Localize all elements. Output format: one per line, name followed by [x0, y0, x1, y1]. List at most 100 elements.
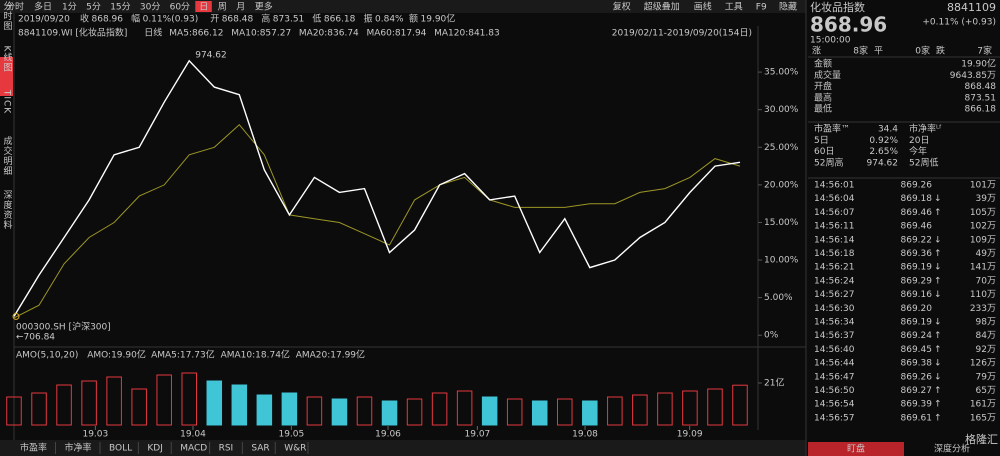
- indicator-tab[interactable]: RSI: [219, 444, 234, 454]
- volume-bar: [531, 400, 548, 426]
- stat-label: 开盘: [814, 80, 832, 92]
- info-label: 振: [364, 13, 373, 25]
- price: 868.96: [810, 13, 887, 37]
- volume-bar: [556, 398, 573, 426]
- indicator-tab[interactable]: W&R: [284, 444, 306, 454]
- bottom-bar-bg: [0, 440, 806, 456]
- metric-label: 5日: [814, 135, 829, 146]
- period-tab[interactable]: 月: [236, 2, 245, 13]
- period-tab[interactable]: 多日: [34, 1, 52, 13]
- indicator-tab[interactable]: 市净率: [65, 442, 92, 454]
- side-tab[interactable]: K线图: [2, 46, 13, 73]
- info-label: 幅: [131, 13, 140, 25]
- indicator-tab[interactable]: SAR: [251, 444, 269, 454]
- ma-legend: MA5:866.12: [169, 29, 223, 39]
- info-label: 高: [261, 13, 270, 25]
- volume-bar: [707, 388, 723, 426]
- series-line: [13, 59, 741, 317]
- period-tab[interactable]: 15分: [110, 2, 130, 13]
- period-tab[interactable]: 更多: [255, 1, 273, 13]
- stat-label: 最高: [814, 91, 832, 103]
- volume-bar: [732, 384, 748, 426]
- period-tab[interactable]: 5分: [86, 2, 101, 13]
- metric-label: 20日: [909, 135, 929, 146]
- period-tab[interactable]: 日: [199, 2, 208, 13]
- x-tick-label: 19.06: [375, 430, 401, 440]
- info-value: 0.11%(0.93): [143, 15, 199, 25]
- tool-button[interactable]: 超级叠加: [644, 1, 680, 13]
- tick-time: 14:56:57: [814, 413, 854, 423]
- period-tab[interactable]: 30分: [140, 2, 160, 13]
- tick-volume: 39万: [976, 194, 996, 204]
- volume-bar: [206, 380, 223, 426]
- compare-legend: 000300.SH [沪深300]: [16, 321, 111, 333]
- tick-time: 14:56:37: [814, 331, 854, 341]
- stat-label: 成交量: [814, 69, 841, 81]
- tick-price: 869.45: [901, 345, 933, 355]
- period-tab[interactable]: 60分: [170, 2, 190, 13]
- breadth-value: 7家: [977, 45, 992, 57]
- period-tab[interactable]: 1分: [62, 2, 77, 13]
- tick-volume: 105万: [970, 208, 996, 218]
- x-tick-label: 19.05: [278, 430, 304, 440]
- x-tick-label: 19.03: [82, 430, 108, 440]
- ma-legend: 日线: [144, 27, 162, 39]
- tool-button[interactable]: 复权: [613, 1, 631, 13]
- tool-button[interactable]: F9: [756, 3, 767, 13]
- side-tab[interactable]: 成交明细: [2, 135, 13, 176]
- stat-value: 866.18: [965, 105, 997, 115]
- tick-arrow: ↑: [934, 208, 942, 218]
- volume-bar: [281, 392, 298, 426]
- tick-time: 14:56:21: [814, 263, 854, 273]
- side-tab[interactable]: 分时图: [2, 1, 13, 31]
- tick-time: 14:56:14: [814, 235, 855, 245]
- volume-bar: [657, 392, 673, 426]
- change: +0.11% (+0.93): [922, 18, 996, 28]
- side-tab[interactable]: TICK: [2, 89, 12, 114]
- volume-legend: AMA10:18.74亿: [221, 349, 290, 361]
- period-tab[interactable]: 周: [218, 2, 227, 13]
- info-value: 868.48: [222, 15, 254, 25]
- stat-value: 9643.85万: [950, 71, 996, 81]
- volume-bar: [81, 380, 97, 426]
- tick-time: 14:56:04: [814, 194, 855, 204]
- metric-label: 52周低: [909, 156, 938, 168]
- y-tick-label: 30.00%: [764, 105, 799, 115]
- indicator-tab[interactable]: MACD: [180, 444, 207, 454]
- stat-value: 868.48: [965, 82, 997, 92]
- tick-volume: 165万: [970, 413, 996, 423]
- tool-button[interactable]: 工具: [725, 2, 743, 13]
- y-tick-label: 25.00%: [764, 143, 799, 153]
- tick-arrow: ↑: [934, 276, 942, 286]
- info-value: 866.18: [324, 15, 356, 25]
- tool-button[interactable]: 画线: [694, 1, 712, 13]
- tick-volume: 84万: [976, 331, 996, 341]
- period-tab[interactable]: 分时: [6, 1, 24, 13]
- watch-button[interactable]: 盯盘: [847, 443, 865, 455]
- y-tick-label: 0%: [764, 331, 779, 341]
- tick-volume: 98万: [976, 318, 996, 328]
- volume-bar: [231, 384, 248, 426]
- tool-button[interactable]: 隐藏: [779, 1, 797, 13]
- volume-bar: [456, 390, 473, 426]
- volume-bar: [431, 392, 448, 426]
- tick-price: 869.19: [901, 318, 933, 328]
- tick-price: 869.38: [901, 359, 933, 369]
- ma-legend: MA60:817.94: [367, 29, 427, 39]
- tick-volume: 49万: [976, 249, 996, 259]
- volume-bar: [331, 398, 348, 426]
- indicator-tab[interactable]: KDJ: [147, 444, 163, 454]
- volume-bar: [607, 396, 623, 426]
- indicator-tab[interactable]: 市盈率: [20, 442, 47, 454]
- tick-price: 869.46: [901, 222, 933, 232]
- metric-value: 974.62: [867, 158, 899, 168]
- indicator-tab[interactable]: BOLL: [109, 444, 132, 454]
- tick-price: 869.61: [901, 413, 933, 423]
- volume-bar: [632, 394, 648, 426]
- watermark: 格隆汇: [965, 432, 998, 446]
- metric-label: 市盈率™: [814, 123, 850, 135]
- depth-button[interactable]: 深度分析: [934, 443, 970, 455]
- tick-time: 14:56:44: [814, 359, 855, 369]
- side-tab[interactable]: 深度资料: [2, 190, 13, 230]
